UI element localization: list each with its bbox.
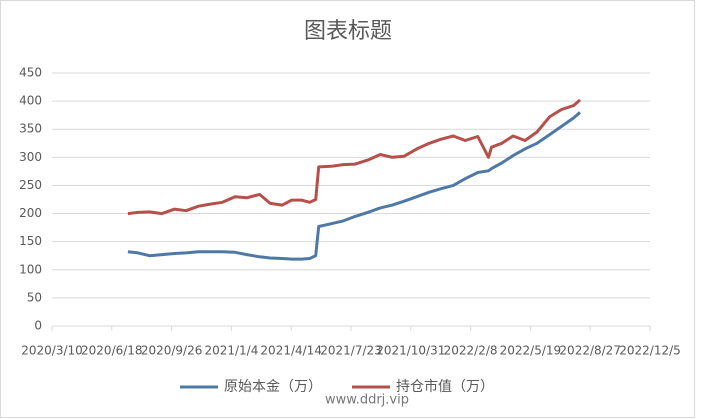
line-series bbox=[127, 98, 581, 216]
legend-label: 原始本金（万） bbox=[224, 379, 322, 395]
line-series bbox=[127, 111, 581, 261]
y-tick-label: 250 bbox=[19, 178, 42, 192]
x-tick-label: 2021/10/31 bbox=[376, 344, 445, 358]
x-tick-label: 2021/1/4 bbox=[204, 344, 258, 358]
y-tick-label: 200 bbox=[19, 206, 42, 220]
x-tick-label: 2020/9/26 bbox=[141, 344, 203, 358]
x-tick-label: 2020/3/10 bbox=[21, 344, 83, 358]
y-tick-label: 400 bbox=[19, 94, 42, 108]
x-tick-label: 2021/4/14 bbox=[260, 344, 322, 358]
x-tick-label: 2021/7/23 bbox=[320, 344, 382, 358]
x-tick-label: 2022/5/19 bbox=[500, 344, 562, 358]
y-tick-label: 50 bbox=[27, 290, 42, 304]
chart-title: 图表标题 bbox=[304, 19, 392, 44]
x-tick-label: 2020/6/18 bbox=[81, 344, 143, 358]
watermark: www.ddrj.vip bbox=[325, 393, 409, 408]
y-tick-label: 150 bbox=[19, 234, 42, 248]
y-tick-label: 0 bbox=[34, 319, 42, 333]
y-tick-label: 100 bbox=[19, 262, 42, 276]
x-tick-label: 2022/2/8 bbox=[444, 344, 498, 358]
x-tick-label: 2022/12/5 bbox=[619, 344, 681, 358]
x-tick-label: 2022/8/27 bbox=[559, 344, 621, 358]
legend-label: 持仓市值（万） bbox=[396, 378, 494, 395]
y-tick-label: 350 bbox=[19, 122, 42, 136]
y-tick-label: 300 bbox=[19, 150, 42, 164]
y-tick-label: 450 bbox=[19, 66, 42, 80]
